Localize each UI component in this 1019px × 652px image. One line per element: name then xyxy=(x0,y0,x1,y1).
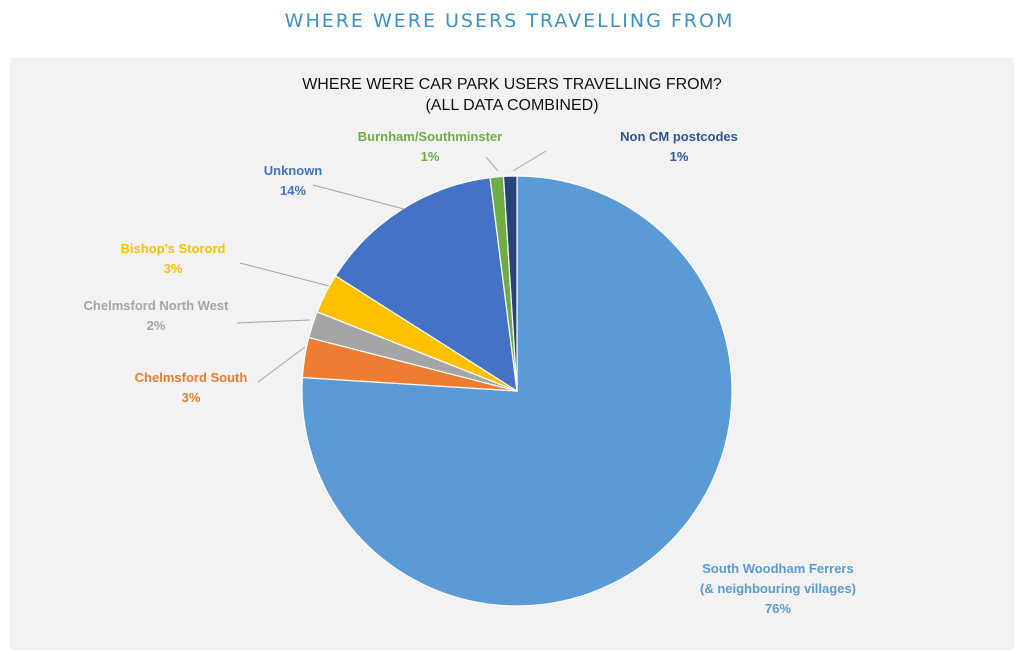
slice-value-label-3: 3% xyxy=(164,261,183,276)
leader-line-1 xyxy=(257,346,306,383)
slice-value-label-0: 76% xyxy=(765,601,791,616)
slice-value-label-2: 2% xyxy=(147,318,166,333)
slice-label-6: Non CM postcodes 1% xyxy=(620,129,738,164)
slice-category-label-5: Burnham/Southminster xyxy=(358,129,502,144)
slice-category-label-0: (& neighbouring villages) xyxy=(700,581,856,596)
leader-line-6 xyxy=(512,150,547,172)
leader-line-4 xyxy=(312,184,405,210)
leader-line-3 xyxy=(239,262,330,287)
slice-value-label-5: 1% xyxy=(421,149,440,164)
slice-label-2: Chelmsford North West 2% xyxy=(84,298,230,333)
pie-slice-6 xyxy=(502,175,518,392)
slice-category-label-0: South Woodham Ferrers xyxy=(702,561,853,576)
leader-line-2 xyxy=(236,319,311,324)
pie-chart: South Woodham Ferrers (& neighbouring vil… xyxy=(84,129,856,616)
slice-category-label-6: Non CM postcodes xyxy=(620,129,738,144)
pie-slice-4 xyxy=(334,177,518,393)
slice-label-3: Bishop's Storord 3% xyxy=(121,241,226,276)
slice-value-label-1: 3% xyxy=(182,390,201,405)
slice-category-label-4: Unknown xyxy=(264,163,323,178)
leader-line-5 xyxy=(485,156,499,172)
slice-label-5: Burnham/Southminster 1% xyxy=(358,129,502,164)
slice-value-label-4: 14% xyxy=(280,183,306,198)
slice-label-1: Chelmsford South 3% xyxy=(135,370,248,405)
slice-category-label-3: Bishop's Storord xyxy=(121,241,226,256)
chart-area: WHERE WERE CAR PARK USERS TRAVELLING FRO… xyxy=(10,58,1014,650)
slice-category-label-2: Chelmsford North West xyxy=(84,298,230,313)
chart-subtitle: (ALL DATA COMBINED) xyxy=(425,97,599,114)
slice-category-label-1: Chelmsford South xyxy=(135,370,248,385)
slice-value-label-6: 1% xyxy=(670,149,689,164)
chart-title: WHERE WERE CAR PARK USERS TRAVELLING FRO… xyxy=(302,76,722,93)
page-title: WHERE WERE USERS TRAVELLING FROM xyxy=(284,10,735,32)
slice-label-0: South Woodham Ferrers (& neighbouring vil… xyxy=(700,561,856,616)
slice-label-4: Unknown 14% xyxy=(264,163,323,198)
